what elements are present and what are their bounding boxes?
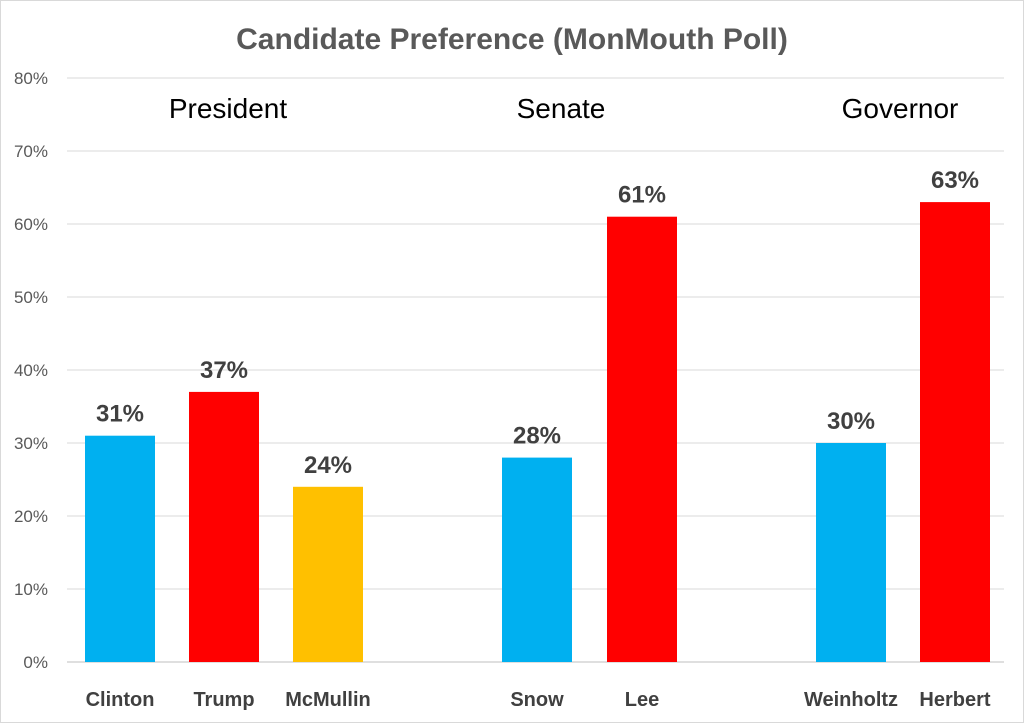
y-tick-label: 10%	[14, 580, 48, 599]
y-tick-label: 50%	[14, 288, 48, 307]
y-tick-label: 30%	[14, 434, 48, 453]
group-label-president: President	[169, 93, 288, 124]
data-label: 30%	[827, 408, 875, 435]
group-label-senate: Senate	[517, 93, 606, 124]
y-tick-label: 20%	[14, 507, 48, 526]
category-label: McMullin	[285, 689, 371, 711]
data-label: 31%	[96, 401, 144, 428]
bar-trump	[189, 391, 259, 662]
y-axis-ticks: 0% 10% 20% 30% 40% 50% 60% 70% 80%	[14, 69, 48, 672]
bars	[85, 202, 990, 662]
data-labels: 31% 37% 24% 28% 61% 30% 63%	[96, 167, 979, 479]
y-tick-label: 0%	[23, 653, 48, 672]
bar-mcmullin	[293, 486, 363, 662]
category-label: Trump	[193, 689, 254, 711]
y-tick-label: 60%	[14, 215, 48, 234]
data-label: 61%	[618, 182, 666, 209]
data-label: 63%	[931, 167, 979, 194]
category-label: Snow	[510, 689, 564, 711]
y-tick-label: 80%	[14, 69, 48, 88]
bar-herbert	[920, 202, 990, 662]
category-label: Lee	[625, 689, 659, 711]
bar-clinton	[85, 435, 155, 662]
category-labels: Clinton Trump McMullin Snow Lee Weinholtz Herb…	[86, 689, 991, 711]
bar-weinholtz	[816, 443, 886, 662]
y-tick-label: 70%	[14, 142, 48, 161]
y-tick-label: 40%	[14, 361, 48, 380]
data-label: 28%	[513, 423, 561, 450]
group-labels: President Senate Governor	[169, 93, 959, 124]
category-label: Herbert	[919, 689, 990, 711]
data-label: 24%	[304, 452, 352, 479]
category-label: Clinton	[86, 689, 155, 711]
bar-snow	[502, 457, 572, 662]
data-label: 37%	[200, 357, 248, 384]
category-label: Weinholtz	[804, 689, 898, 711]
bar-lee	[607, 216, 677, 662]
group-label-governor: Governor	[842, 93, 959, 124]
chart-title: Candidate Preference (MonMouth Poll)	[236, 23, 788, 56]
